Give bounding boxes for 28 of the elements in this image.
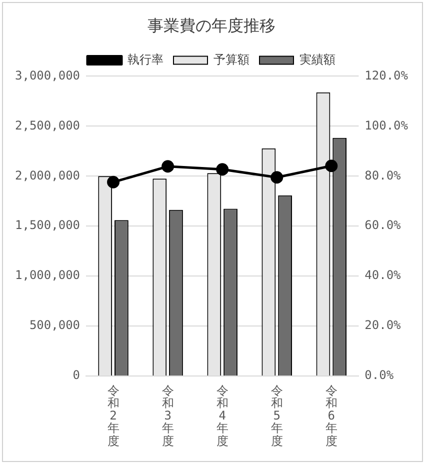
point: [325, 160, 338, 172]
point: [216, 163, 229, 176]
legend-label: 実績額: [300, 52, 336, 66]
y-tick-label: 1,500,000: [14, 218, 80, 232]
y2-tick-label: 0.0%: [364, 368, 394, 382]
x-tick-label: 令和6年度: [325, 383, 338, 448]
y-tick-label: 1,000,000: [14, 268, 80, 282]
x-tick-label: 令和2年度: [107, 383, 120, 448]
y-tick-label: 2,500,000: [14, 118, 80, 132]
y2-tick-label: 40.0%: [364, 268, 402, 282]
x-tick-label: 令和5年度: [270, 383, 283, 448]
y2-tick-label: 80.0%: [364, 168, 402, 182]
x-tick-label: 令和4年度: [216, 383, 228, 448]
y-tick-label: 3,000,000: [14, 68, 80, 82]
point: [107, 176, 120, 188]
legend-label: 執行率: [128, 52, 164, 66]
y2-tick-label: 100.0%: [364, 118, 409, 132]
legend-label: 予算額: [214, 52, 250, 66]
x-tick-label: 令和3年度: [162, 383, 174, 448]
y2-tick-label: 20.0%: [364, 318, 402, 332]
y-tick-label: 2,000,000: [14, 168, 80, 182]
chart-title: 事業費の年度推移: [148, 16, 276, 35]
y-tick-label: 0: [72, 368, 80, 382]
y2-tick-label: 120.0%: [364, 68, 409, 82]
point: [162, 160, 174, 173]
y2-tick-label: 60.0%: [364, 218, 402, 232]
point: [270, 171, 284, 184]
y-tick-label: 500,000: [29, 318, 80, 332]
